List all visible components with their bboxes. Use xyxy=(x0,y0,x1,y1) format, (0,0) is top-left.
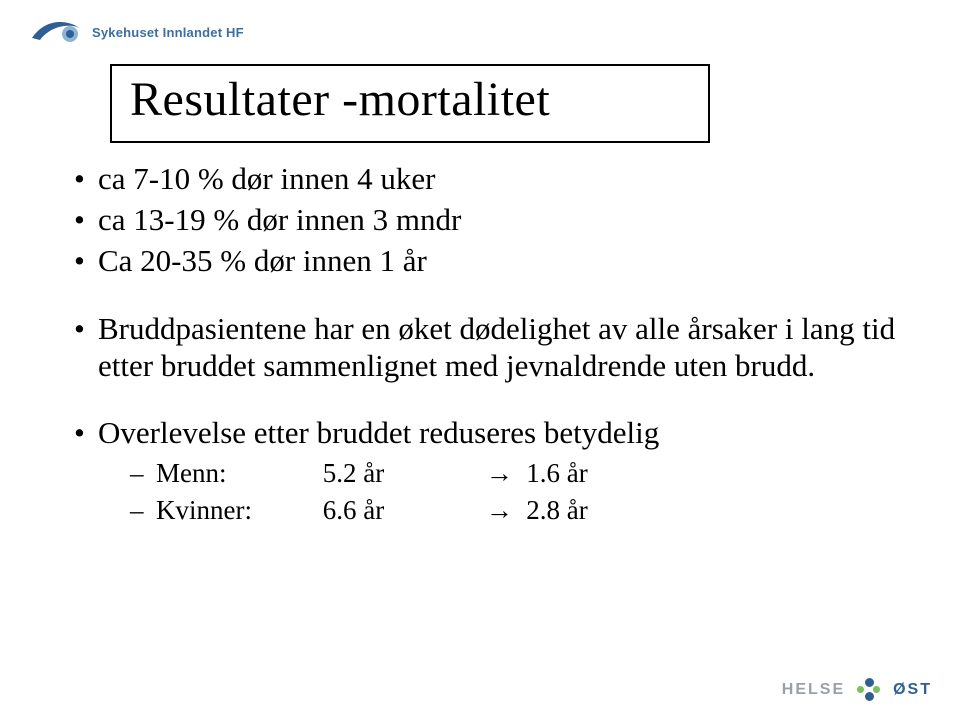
title-box: Resultater -mortalitet xyxy=(110,64,710,143)
bullet-item: Bruddpasientene har en øket dødelighet a… xyxy=(70,310,900,384)
sub-bullet-item: Kvinner: 6.6 år → 2.8 år xyxy=(98,492,900,528)
bullet-text: Overlevelse etter bruddet reduseres bety… xyxy=(98,415,659,450)
bullet-text: Ca 20-35 % dør innen 1 år xyxy=(98,243,427,278)
footer-logo: HELSE ØST xyxy=(782,676,932,704)
footer-ost-text: ØST xyxy=(893,681,932,699)
sub-label: Kvinner: xyxy=(156,492,316,528)
bullet-item: ca 7-10 % dør innen 4 uker xyxy=(70,160,900,197)
swoosh-icon xyxy=(30,14,86,50)
sub-from-value: 5.2 år xyxy=(323,455,473,491)
sub-to-value: 1.6 år xyxy=(526,458,587,488)
bullet-text: Bruddpasientene har en øket dødelighet a… xyxy=(98,311,895,383)
page-title: Resultater -mortalitet xyxy=(130,72,690,127)
content-area: ca 7-10 % dør innen 4 uker ca 13-19 % dø… xyxy=(70,160,900,532)
header-logo: Sykehuset Innlandet HF xyxy=(30,14,244,50)
footer-helse-text: HELSE xyxy=(782,681,845,699)
bullet-item: Overlevelse etter bruddet reduseres bety… xyxy=(70,414,900,528)
slide: Sykehuset Innlandet HF Resultater -morta… xyxy=(0,0,960,720)
bullet-text: ca 7-10 % dør innen 4 uker xyxy=(98,161,435,196)
sub-to-value: 2.8 år xyxy=(526,495,587,525)
arrow-icon: → xyxy=(480,492,520,528)
dots-icon xyxy=(855,676,883,704)
bullet-item: ca 13-19 % dør innen 3 mndr xyxy=(70,201,900,238)
sub-bullet-item: Menn: 5.2 år → 1.6 år xyxy=(98,455,900,491)
sub-from-value: 6.6 år xyxy=(323,492,473,528)
bullet-text: ca 13-19 % dør innen 3 mndr xyxy=(98,202,461,237)
bullet-item: Ca 20-35 % dør innen 1 år xyxy=(70,242,900,279)
arrow-icon: → xyxy=(480,455,520,491)
org-name: Sykehuset Innlandet HF xyxy=(92,25,244,40)
sub-label: Menn: xyxy=(156,455,316,491)
